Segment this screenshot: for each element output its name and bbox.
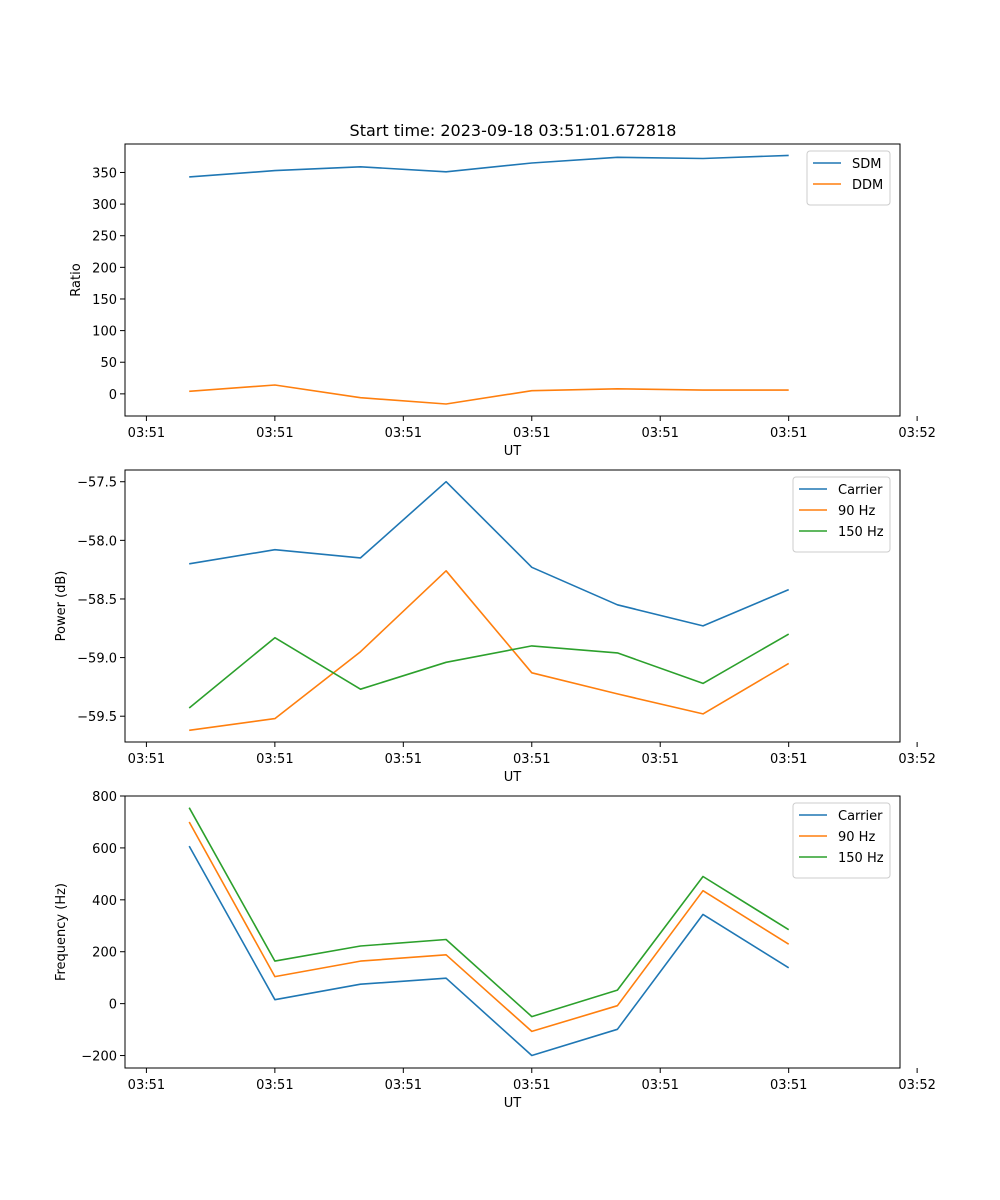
power-panel: 03:51 03:51 03:51 03:51 03:51 03:51 03:52 −59.5… <box>54 469 936 785</box>
power-legend-box <box>792 476 891 553</box>
ratio-y-tick-label: 300 <box>92 198 117 213</box>
frequency-legend-box <box>792 802 891 879</box>
frequency-legend-label: 90 Hz <box>838 830 875 845</box>
frequency-y-tick-label: 800 <box>92 790 117 805</box>
ratio-y-tick-label: 200 <box>92 261 117 276</box>
ratio-panel: 03:51 03:51 03:51 03:51 03:51 03:51 03:52 0 50 10… <box>69 143 936 459</box>
ratio-y-tick-label: 150 <box>92 293 117 308</box>
ratio-x-tick-label: 03:51 <box>641 426 678 441</box>
frequency-axes-frame <box>124 795 901 1069</box>
ratio-y-tick-label: 0 <box>109 388 117 403</box>
power-x-tick-label: 03:51 <box>641 752 678 767</box>
ratio-x-tick-label: 03:52 <box>898 426 935 441</box>
ratio-y-tick-label: 250 <box>92 230 117 245</box>
ratio-x-tick-label: 03:51 <box>385 426 422 441</box>
ratio-x-tick-label: 03:51 <box>128 426 165 441</box>
power-x-tick-label: 03:51 <box>385 752 422 767</box>
frequency-x-axis-label: UT <box>504 1096 522 1111</box>
frequency-y-tick-label: 600 <box>92 842 117 857</box>
ratio-legend-label: SDM <box>852 157 881 172</box>
power-legend-label: Carrier <box>838 483 883 498</box>
frequency-legend: Carrier 90 Hz 150 Hz <box>792 802 891 879</box>
power-x-tick-label: 03:51 <box>128 752 165 767</box>
frequency-y-axis-label: Frequency (Hz) <box>54 883 69 981</box>
ratio-axes-frame <box>124 143 901 417</box>
frequency-x-tick-label: 03:51 <box>641 1078 678 1093</box>
figure-title: Start time: 2023-09-18 03:51:01.672818 <box>350 121 677 140</box>
frequency-x-tick-label: 03:51 <box>128 1078 165 1093</box>
power-x-tick-label: 03:51 <box>770 752 807 767</box>
power-y-tick-label: −59.5 <box>77 710 117 725</box>
power-series-150-hz-line <box>188 633 790 709</box>
frequency-series-carrier-line <box>188 845 790 1057</box>
power-y-tick-label: −59.0 <box>77 652 117 667</box>
frequency-legend-label: 150 Hz <box>838 851 884 866</box>
power-x-tick-label: 03:51 <box>256 752 293 767</box>
power-axes-frame <box>124 469 901 743</box>
power-x-tick-label: 03:51 <box>513 752 550 767</box>
frequency-y-tick-label: 400 <box>92 894 117 909</box>
frequency-x-tick-label: 03:52 <box>898 1078 935 1093</box>
power-series-90-hz-line <box>189 569 790 732</box>
power-y-tick-label: −58.5 <box>77 593 117 608</box>
ratio-series-sdm-line <box>189 154 789 178</box>
frequency-x-tick-label: 03:51 <box>513 1078 550 1093</box>
ratio-series-ddm-line <box>189 384 789 405</box>
frequency-series-150-hz-line <box>188 807 790 1018</box>
frequency-x-tick-label: 03:51 <box>770 1078 807 1093</box>
ratio-y-tick-label: 100 <box>92 325 117 340</box>
power-legend-label: 150 Hz <box>838 525 884 540</box>
frequency-panel: 03:51 03:51 03:51 03:51 03:51 03:51 03:52 −200 0… <box>54 790 936 1111</box>
ratio-y-axis-label: Ratio <box>69 263 84 296</box>
power-legend: Carrier 90 Hz 150 Hz <box>792 476 891 553</box>
frequency-y-tick-label: 0 <box>109 998 117 1013</box>
ratio-legend-box <box>806 150 891 206</box>
frequency-y-tick-label: −200 <box>81 1050 117 1065</box>
power-y-tick-label: −58.0 <box>77 534 117 549</box>
frequency-legend-label: Carrier <box>838 809 883 824</box>
power-legend-label: 90 Hz <box>838 504 875 519</box>
ratio-y-tick-label: 350 <box>92 166 117 181</box>
frequency-x-tick-label: 03:51 <box>256 1078 293 1093</box>
power-x-tick-label: 03:52 <box>898 752 935 767</box>
ratio-legend: SDM DDM <box>806 150 891 206</box>
frequency-x-tick-label: 03:51 <box>385 1078 422 1093</box>
ratio-legend-label: DDM <box>852 178 883 193</box>
frequency-y-tick-label: 200 <box>92 946 117 961</box>
ratio-x-axis-label: UT <box>504 444 522 459</box>
power-y-tick-label: −57.5 <box>77 476 117 491</box>
power-y-axis-label: Power (dB) <box>54 571 69 642</box>
ratio-x-tick-label: 03:51 <box>770 426 807 441</box>
power-x-axis-label: UT <box>504 770 522 785</box>
frequency-series-90-hz-line <box>188 821 790 1033</box>
ratio-y-tick-label: 50 <box>100 356 117 371</box>
power-series-carrier-line <box>189 480 790 627</box>
ratio-x-tick-label: 03:51 <box>256 426 293 441</box>
ratio-x-tick-label: 03:51 <box>513 426 550 441</box>
